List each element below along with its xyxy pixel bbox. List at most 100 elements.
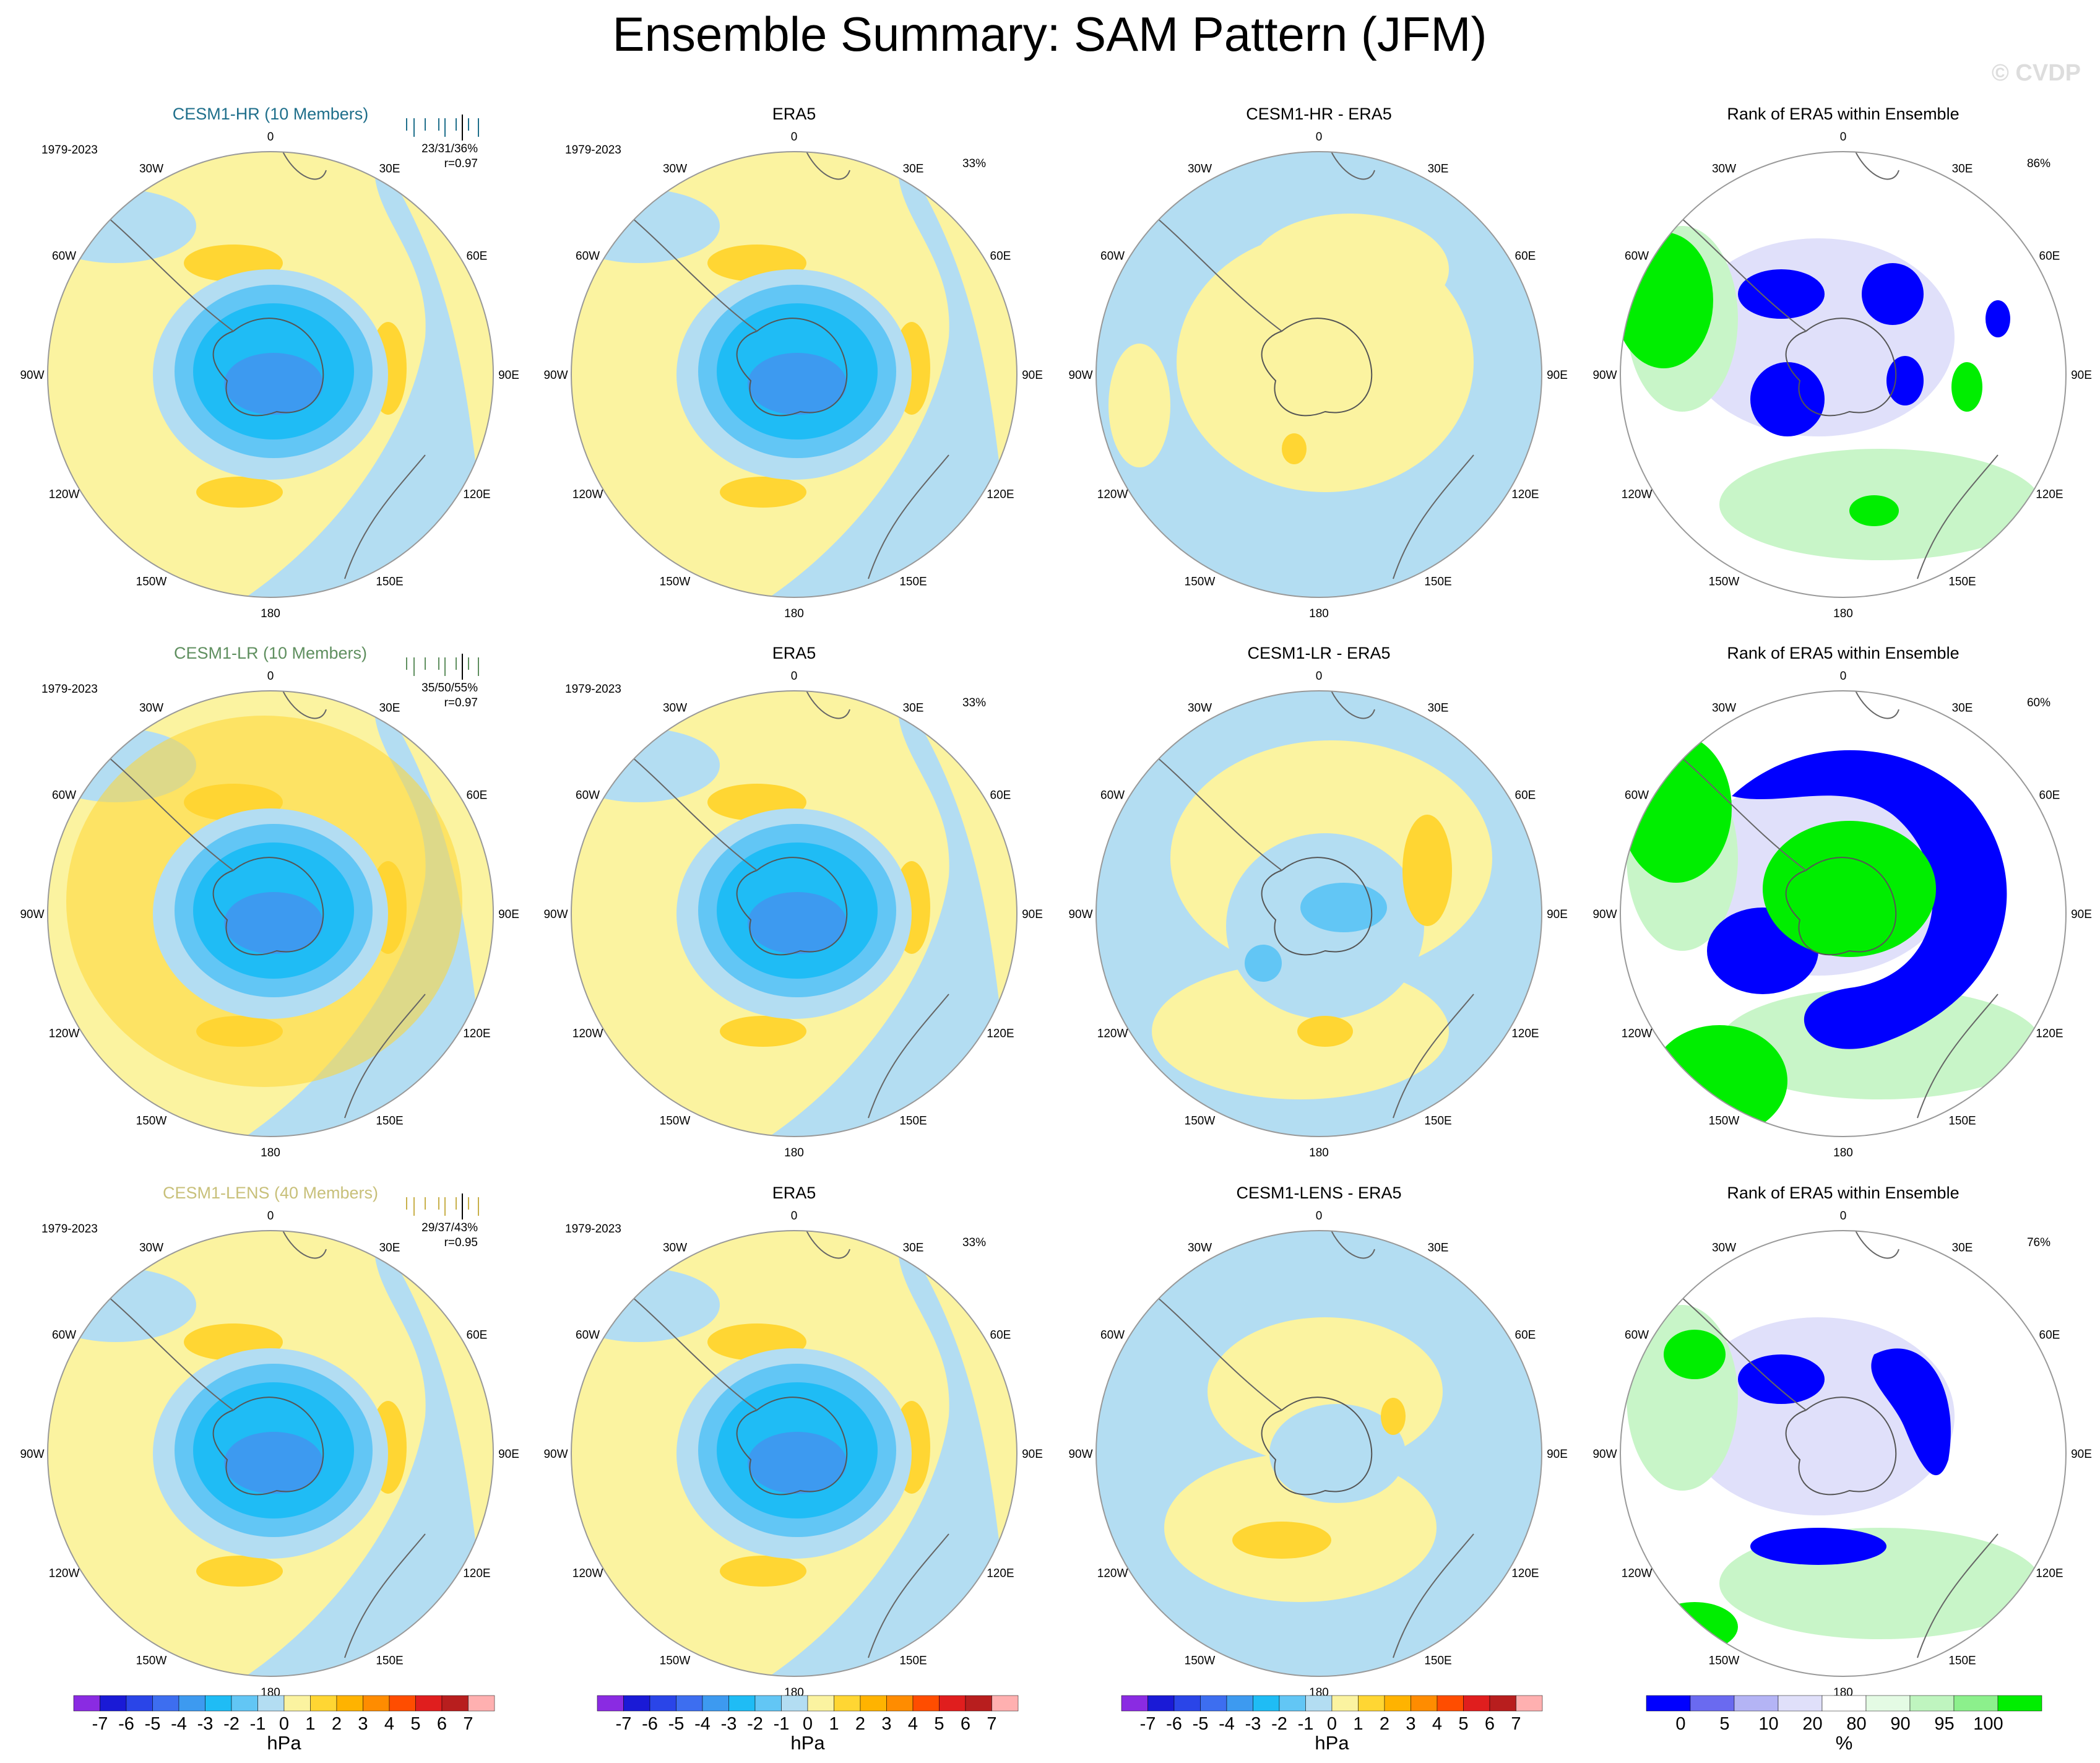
- lon-label-120E: 120E: [2036, 1567, 2063, 1580]
- map-boundary: [47, 1230, 494, 1677]
- member-ticks: [406, 654, 479, 680]
- colorbar-swatch: [415, 1695, 443, 1712]
- map-boundary: [1095, 151, 1542, 598]
- lon-label-0: 0: [1316, 131, 1323, 144]
- rank-blue-region: [1750, 362, 1825, 436]
- lon-label-90E: 90E: [498, 369, 519, 382]
- colorbar-swatch: [1953, 1695, 1998, 1712]
- stats-line-1: 35/50/55%: [421, 682, 478, 695]
- lon-label-120W: 120W: [1097, 1028, 1128, 1041]
- colorbar-swatch: [834, 1695, 861, 1712]
- lon-label-30E: 30E: [1428, 1242, 1449, 1255]
- colorbar-swatch: [1646, 1695, 1691, 1712]
- continent-outlines: [626, 691, 949, 1119]
- map-field: [48, 691, 493, 1137]
- lon-label-0: 0: [267, 131, 274, 144]
- lon-label-120W: 120W: [1622, 1028, 1653, 1041]
- colorbar-swatch: [1305, 1695, 1333, 1712]
- colorbar-tick-label: 0: [803, 1714, 813, 1734]
- lon-label-150W: 150W: [136, 575, 167, 588]
- lon-label-0: 0: [1316, 1210, 1323, 1223]
- lon-label-120W: 120W: [49, 1567, 80, 1580]
- lon-label-120W: 120W: [1622, 1567, 1653, 1580]
- colorbar-tick-label: -3: [1245, 1714, 1261, 1734]
- colorbar-hpa: -7 -6 -5 -4 -3 -2 -1 0 1 2 3 4 5 6 7 hPa: [597, 1695, 1019, 1754]
- colorbar-swatch: [73, 1695, 100, 1712]
- panel-era5-row-2: ERA5 1979-2023 33% 0 30E 60E 90E 120E 150E 180 150…: [543, 644, 1042, 1159]
- colorbar-swatch: [728, 1695, 756, 1712]
- lon-label-60W: 60W: [1100, 1329, 1125, 1342]
- negative-contour-4: [224, 353, 323, 415]
- lon-label-90E: 90E: [498, 908, 519, 921]
- lon-label-90E: 90E: [1547, 1448, 1568, 1461]
- positive-anomaly-strong: [1282, 433, 1307, 464]
- panel-title: CESM1-LENS (40 Members): [163, 1184, 378, 1202]
- negative-contour-4: [224, 892, 323, 954]
- colorbar-swatch: [257, 1695, 285, 1712]
- lon-label-90W: 90W: [20, 908, 44, 921]
- lon-label-90W: 90W: [20, 1448, 44, 1461]
- positive-anomaly-strong: [1381, 1398, 1406, 1435]
- lon-label-180: 180: [261, 607, 280, 620]
- panel-rank-row-3: Rank of ERA5 within Ensemble 76% 0 30E 60E 90…: [1592, 1184, 2091, 1699]
- lon-label-30E: 30E: [379, 1242, 400, 1255]
- lon-label-120W: 120W: [1622, 488, 1653, 501]
- colorbar-swatch: [205, 1695, 232, 1712]
- colorbar-tick-label: -5: [668, 1714, 685, 1734]
- lon-label-30E: 30E: [903, 1242, 924, 1255]
- panel-title: Rank of ERA5 within Ensemble: [1727, 105, 1959, 123]
- panel-diff-row-1: CESM1-HR - ERA5 0 30E 60E 90E 120E 150E 180 150W…: [1068, 105, 1567, 620]
- colorbar-swatch: [441, 1695, 469, 1712]
- rank-blue-region: [1738, 269, 1825, 319]
- lon-label-150W: 150W: [1709, 1654, 1740, 1667]
- lon-label-120E: 120E: [2036, 1028, 2063, 1041]
- lon-label-120E: 120E: [1511, 1028, 1539, 1041]
- lon-label-150E: 150E: [899, 1114, 927, 1127]
- continent-outlines: [626, 1231, 949, 1658]
- colorbar-tick-label: 3: [1406, 1714, 1415, 1734]
- colorbar-swatch: [389, 1695, 416, 1712]
- colorbar-swatch: [1253, 1695, 1280, 1712]
- map-boundary: [1620, 690, 2067, 1137]
- colorbar-swatch: [702, 1695, 729, 1712]
- stats-line-1: 23/31/36%: [421, 142, 478, 155]
- lon-label-150E: 150E: [1424, 1654, 1451, 1667]
- rank-pct: 86%: [2027, 157, 2050, 170]
- negative-region-outer: [769, 1231, 1017, 1676]
- rank-blue-region: [1985, 300, 2010, 337]
- colorbar-swatch: [623, 1695, 650, 1712]
- panel-era5-row-3: ERA51979-202333%030E60E90E120E150E180150…: [543, 1184, 1042, 1699]
- panel-rank-row-2: Rank of ERA5 within Ensemble 60% 0 30E 60E 90…: [1592, 644, 2091, 1159]
- lon-label-60W: 60W: [1625, 789, 1649, 802]
- continent-outlines: [103, 152, 426, 579]
- colorbar-swatch: [336, 1695, 363, 1712]
- era5-pct: 33%: [962, 696, 986, 709]
- lon-label-60W: 60W: [1100, 789, 1125, 802]
- colorbar-swatch: [1411, 1695, 1438, 1712]
- antarctica-coastline: [736, 318, 848, 417]
- colorbar-tick-label: 5: [410, 1714, 420, 1734]
- lon-label-30W: 30W: [663, 702, 687, 715]
- antarctica-coastline: [1261, 318, 1373, 417]
- colorbar-swatch: [1997, 1695, 2042, 1712]
- lon-label-150E: 150E: [899, 575, 927, 588]
- colorbar-tick-label: 2: [1380, 1714, 1389, 1734]
- colorbar-tick-label: 0: [279, 1714, 289, 1734]
- map-boundary: [571, 690, 1018, 1137]
- colorbar-hpa: -7 -6 -5 -4 -3 -2 -1 0 1 2 3 4 5 6 7 hPa: [1121, 1695, 1543, 1754]
- lon-label-180: 180: [261, 1146, 280, 1159]
- negative-contour-4: [748, 1432, 847, 1494]
- negative-region-outer: [769, 152, 1017, 597]
- colorbar-tick-label: -6: [642, 1714, 658, 1734]
- colorbar-swatch: [939, 1695, 966, 1712]
- negative-contour-4: [748, 353, 847, 415]
- rank-blue-region: [1732, 750, 2007, 1049]
- colorbar-tick-label: 6: [437, 1714, 447, 1734]
- lon-label-150E: 150E: [376, 1114, 403, 1127]
- lon-label-90E: 90E: [1022, 369, 1043, 382]
- colorbar-swatch: [310, 1695, 337, 1712]
- lon-label-30W: 30W: [1188, 163, 1212, 176]
- lon-label-60E: 60E: [990, 789, 1011, 802]
- lon-label-30E: 30E: [1428, 702, 1449, 715]
- panel-title: ERA5: [772, 644, 816, 662]
